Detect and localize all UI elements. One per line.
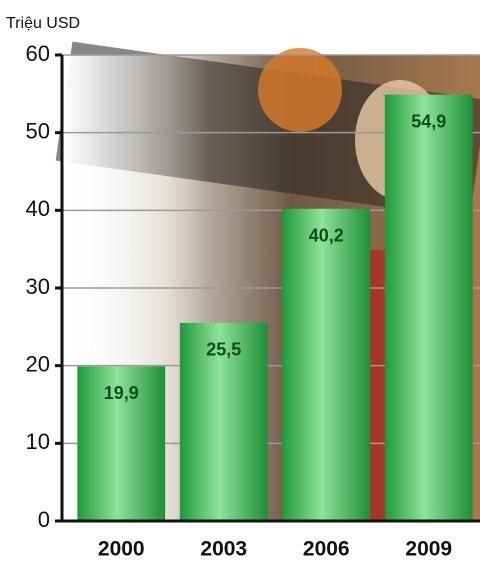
y-tick-label: 30: [26, 274, 50, 299]
bar: [384, 94, 473, 522]
value-label: 25,5: [206, 340, 241, 360]
axis-title: Triệu USD: [6, 15, 80, 32]
x-tick-label: 2000: [98, 538, 145, 561]
x-tick-label: 2009: [405, 538, 452, 561]
y-tick-label: 20: [26, 351, 50, 376]
x-tick-label: 2003: [200, 538, 247, 561]
value-label: 19,9: [104, 383, 139, 403]
x-tick-label: 2006: [303, 538, 350, 561]
y-tick-label: 60: [26, 41, 50, 66]
bar: [77, 366, 166, 521]
y-tick-label: 10: [26, 429, 50, 454]
y-tick-label: 50: [26, 118, 50, 143]
bar: [282, 208, 371, 521]
bar: [179, 322, 268, 521]
y-tick-label: 0: [38, 507, 50, 532]
value-label: 54,9: [411, 111, 446, 131]
y-tick-label: 40: [26, 196, 50, 221]
value-label: 40,2: [309, 226, 344, 246]
